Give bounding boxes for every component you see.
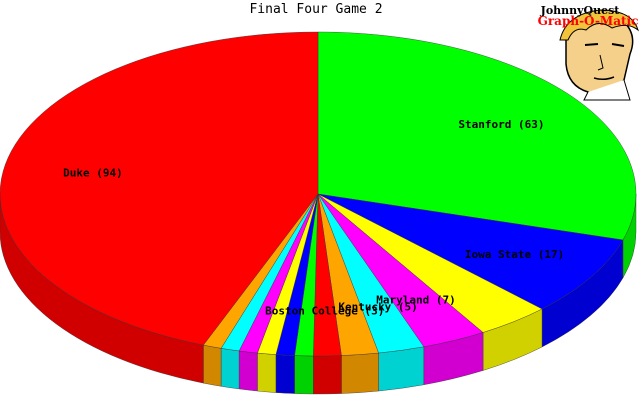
pie-side-unlabeled-5 — [341, 352, 379, 394]
slice-label-iowa-state: Iowa State (17) — [465, 248, 564, 261]
pie-sides — [0, 193, 637, 395]
pie-slice-iowa-state — [317, 193, 624, 310]
chart-title: Final Four Game 2 — [249, 2, 382, 17]
pie-side-unlabeled-11 — [220, 348, 240, 390]
pie-side-boston-college — [313, 355, 342, 395]
pie-side-unlabeled-8 — [275, 354, 295, 394]
pie-slice-stanford — [317, 31, 637, 241]
logo-line1: JohnnyQuest — [540, 4, 621, 17]
logo: JohnnyQuest Graph-O-Matic — [538, 4, 639, 101]
pie-side-unlabeled-9 — [257, 352, 277, 393]
pie-side-unlabeled-12 — [203, 344, 222, 387]
slice-label-stanford: Stanford (63) — [458, 118, 544, 131]
logo-line2: Graph-O-Matic — [538, 14, 639, 28]
slice-label-maryland: Maryland (7) — [376, 293, 455, 306]
pie-slice-duke — [0, 31, 319, 346]
pie-side-unlabeled-7 — [294, 355, 314, 395]
pie-labels: Stanford (63) Iowa State (17) Maryland (7)… — [63, 118, 564, 317]
slice-label-kentucky: Kentucky (5) — [338, 301, 417, 314]
pie-side-unlabeled-10 — [238, 350, 258, 392]
pie-tops — [0, 31, 637, 357]
slice-label-duke: Duke (94) — [63, 167, 123, 180]
logo-face-icon — [559, 9, 639, 101]
slice-label-boston-college: Boston College (3) — [265, 305, 384, 318]
pie-side-kentucky — [378, 346, 425, 392]
